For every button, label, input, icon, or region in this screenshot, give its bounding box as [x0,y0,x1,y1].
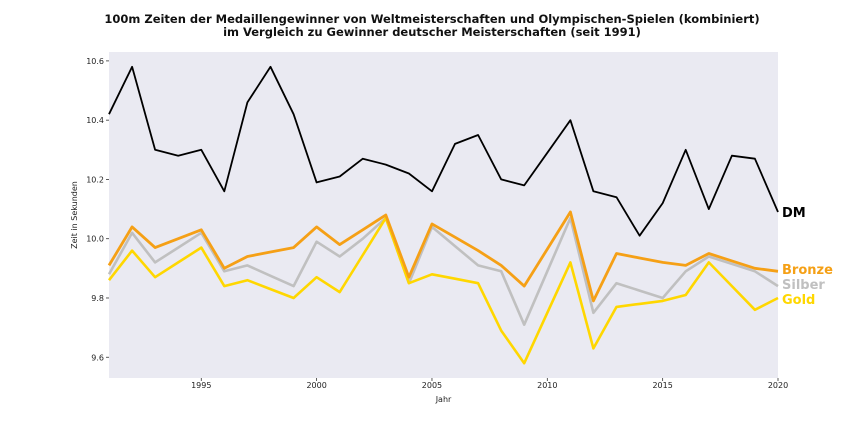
series-line-silber [107,216,779,327]
y-tick-label: 9.8 [91,294,104,303]
series-label-bronze: Bronze [782,263,833,278]
x-tick-label: 2000 [306,381,326,390]
y-tick-label: 10.4 [86,116,104,125]
series-label-dm: DM [782,206,806,221]
x-tick-label: 2020 [768,381,788,390]
series-label-gold: Gold [782,293,815,308]
x-tick-label: 2010 [537,381,557,390]
y-tick-label: 10.2 [86,175,104,184]
y-tick-label: 9.6 [91,353,104,362]
y-tick-label: 10.6 [86,57,104,66]
series-line-dm [108,65,779,237]
chart-title-line-1: 100m Zeiten der Medaillengewinner von We… [104,12,760,26]
series-line-bronze [107,210,779,303]
x-tick-label: 1995 [191,381,211,390]
series-line-gold [107,216,779,365]
x-tick-label: 2015 [652,381,672,390]
y-tick-label: 10.0 [86,235,104,244]
x-tick-label: 2005 [422,381,442,390]
series-label-silber: Silber [782,278,825,293]
chart-title-line-2: im Vergleich zu Gewinner deutscher Meist… [223,25,641,39]
plot-background [109,52,778,378]
x-axis-label: Jahr [435,395,452,404]
y-axis-label: Zeit in Sekunden [70,181,79,249]
